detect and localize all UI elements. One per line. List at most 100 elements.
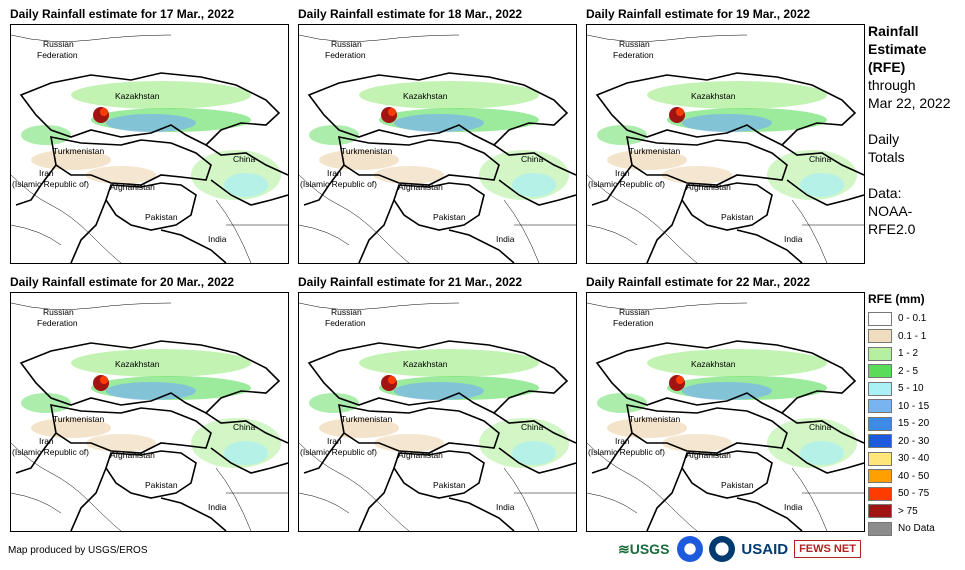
label-afghanistan: Afghanistan <box>110 450 155 460</box>
label-russia-2: Federation <box>37 318 78 328</box>
label-russia-2: Federation <box>325 50 366 60</box>
map-svg: Russian Federation Kazakhstan Turkmenist… <box>11 302 288 531</box>
label-russia-1: Russian <box>619 39 650 49</box>
label-kazakhstan: Kazakhstan <box>115 359 160 369</box>
legend-swatch <box>868 311 892 326</box>
label-turkmenistan: Turkmenistan <box>629 414 680 424</box>
side-title-1: Rainfall <box>868 23 919 39</box>
rainfall-overlay <box>309 349 569 468</box>
label-iran-1: Iran <box>615 436 630 446</box>
label-india: India <box>784 234 803 244</box>
usaid-logo: USAID <box>741 540 789 558</box>
legend-swatch <box>868 434 892 449</box>
label-turkmenistan: Turkmenistan <box>53 146 104 156</box>
legend-item: 0.1 - 1 <box>868 328 965 346</box>
rainfall-overlay <box>21 349 281 468</box>
label-afghanistan: Afghanistan <box>686 182 731 192</box>
legend-rows: 0 - 0.1 0.1 - 1 1 - 2 2 - 5 5 - 10 10 - 15 15 … <box>868 310 965 538</box>
legend-label: 2 - 5 <box>898 365 919 377</box>
label-china: China <box>233 422 255 432</box>
legend-swatch <box>868 504 892 519</box>
label-russia-2: Federation <box>37 50 78 60</box>
legend-label: 50 - 75 <box>898 488 930 500</box>
side-caption: Rainfall Estimate (RFE) through Mar 22, … <box>868 22 965 238</box>
side-noaa: NOAA- <box>868 203 913 219</box>
legend-label: 20 - 30 <box>898 435 930 447</box>
legend-item: 2 - 5 <box>868 363 965 381</box>
legend-swatch <box>868 416 892 431</box>
label-russia-1: Russian <box>331 39 362 49</box>
panel-title: Daily Rainfall estimate for 22 Mar., 202… <box>586 275 811 289</box>
rainfall-overlay <box>21 81 281 200</box>
side-data: Data: <box>868 185 902 201</box>
legend-item: 10 - 15 <box>868 398 965 416</box>
label-pakistan: Pakistan <box>721 480 754 490</box>
map-svg: Russian Federation Kazakhstan Turkmenist… <box>587 302 864 531</box>
province-borders <box>11 302 288 531</box>
label-iran-1: Iran <box>39 168 54 178</box>
label-iran-1: Iran <box>39 436 54 446</box>
side-title-2: Estimate <box>868 41 927 57</box>
legend-label: 0.1 - 1 <box>898 330 927 342</box>
legend-item: > 75 <box>868 503 965 521</box>
label-china: China <box>521 154 543 164</box>
province-borders <box>299 34 576 263</box>
label-kazakhstan: Kazakhstan <box>115 91 160 101</box>
legend-item: 1 - 2 <box>868 345 965 363</box>
legend-swatch <box>868 469 892 484</box>
legend-swatch <box>868 346 892 361</box>
logo-strip: ≋USGS USAID FEWS NET <box>618 536 861 562</box>
label-kazakhstan: Kazakhstan <box>691 359 736 369</box>
label-iran-2: (Islamic Republic of) <box>300 179 377 189</box>
province-borders <box>587 34 864 263</box>
label-kazakhstan: Kazakhstan <box>403 91 448 101</box>
country-borders <box>591 340 864 531</box>
legend-item: No Data <box>868 520 965 538</box>
legend-swatch <box>868 329 892 344</box>
label-iran-1: Iran <box>615 168 630 178</box>
label-russia-1: Russian <box>331 307 362 317</box>
rainfall-map: Russian Federation Kazakhstan Turkmenist… <box>298 292 577 532</box>
side-totals: Totals <box>868 149 905 165</box>
legend-label: 5 - 10 <box>898 383 924 395</box>
label-kazakhstan: Kazakhstan <box>691 91 736 101</box>
label-turkmenistan: Turkmenistan <box>53 414 104 424</box>
label-russia-2: Federation <box>613 318 654 328</box>
side-daily: Daily <box>868 131 900 147</box>
legend-swatch <box>868 381 892 396</box>
map-svg: Russian Federation Kazakhstan Turkmenist… <box>299 34 576 263</box>
label-india: India <box>496 234 515 244</box>
rainfall-map: Russian Federation Kazakhstan Turkmenist… <box>586 24 865 264</box>
label-kazakhstan: Kazakhstan <box>403 359 448 369</box>
rainfall-map: Russian Federation Kazakhstan Turkmenist… <box>10 24 289 264</box>
province-borders <box>299 302 576 531</box>
fews-net-logo: FEWS NET <box>794 540 861 558</box>
label-russia-2: Federation <box>325 318 366 328</box>
panel-title: Daily Rainfall estimate for 19 Mar., 202… <box>586 7 811 21</box>
usgs-logo: ≋USGS <box>618 540 670 557</box>
label-china: China <box>809 154 831 164</box>
label-india: India <box>208 502 227 512</box>
map-svg: Russian Federation Kazakhstan Turkmenist… <box>587 34 864 263</box>
side-title-3: (RFE) <box>868 59 906 75</box>
province-borders <box>587 302 864 531</box>
rainfall-map: Russian Federation Kazakhstan Turkmenist… <box>586 292 865 532</box>
usaid-seal-icon <box>709 536 736 562</box>
legend-label: 30 - 40 <box>898 453 930 465</box>
legend-item: 40 - 50 <box>868 468 965 486</box>
label-pakistan: Pakistan <box>433 212 466 222</box>
legend-label: 15 - 20 <box>898 418 930 430</box>
side-date: Mar 22, 2022 <box>868 95 951 111</box>
map-svg: Russian Federation Kazakhstan Turkmenist… <box>299 302 576 531</box>
label-iran-2: (Islamic Republic of) <box>588 447 665 457</box>
label-pakistan: Pakistan <box>433 480 466 490</box>
legend-item: 5 - 10 <box>868 380 965 398</box>
label-russia-1: Russian <box>43 39 74 49</box>
label-russia-2: Federation <box>613 50 654 60</box>
label-afghanistan: Afghanistan <box>110 182 155 192</box>
side-rfe: RFE2.0 <box>868 221 916 237</box>
noaa-logo <box>677 536 704 562</box>
map-credit: Map produced by USGS/EROS <box>8 545 148 556</box>
label-china: China <box>233 154 255 164</box>
legend-title: RFE (mm) <box>868 292 925 306</box>
